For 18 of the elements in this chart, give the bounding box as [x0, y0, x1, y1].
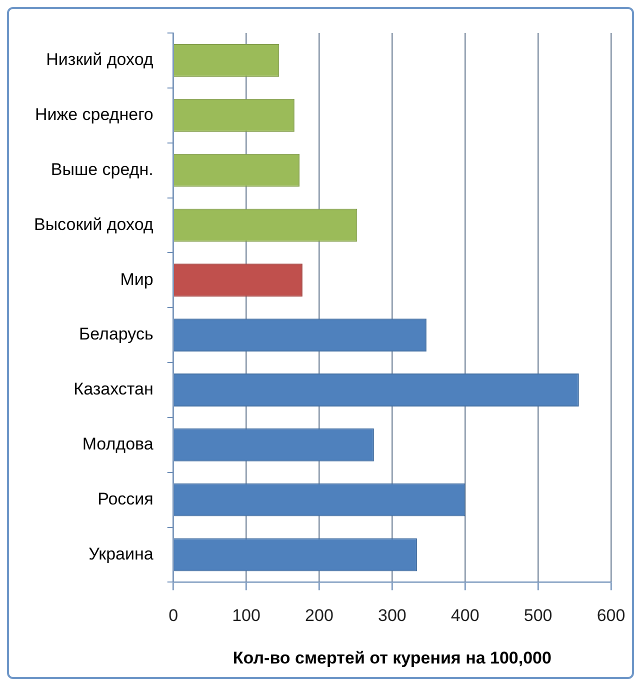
- y-tick-label: Выше средн.: [50, 160, 154, 179]
- x-tick-label: 500: [524, 606, 552, 626]
- y-tick-label: Казахстан: [74, 380, 154, 399]
- y-tick-label: Ниже среднего: [34, 105, 154, 124]
- x-tick-label: 400: [450, 606, 480, 626]
- x-tick-label: 200: [305, 606, 334, 626]
- x-tick-label: 100: [232, 606, 260, 626]
- x-tick-label: 600: [596, 606, 626, 626]
- y-tick-label: Мир: [120, 270, 154, 289]
- y-tick-label: Высокий доход: [34, 214, 154, 234]
- y-tick-label: Россия: [98, 490, 154, 509]
- y-tick-label: Молдова: [82, 434, 154, 454]
- y-tick-label: Украина: [88, 544, 154, 564]
- y-tick-label: Беларусь: [78, 324, 154, 344]
- x-tick-label: 0: [168, 606, 178, 626]
- x-axis-title: Кол-во смертей от курения на 100,000: [232, 648, 552, 668]
- x-tick-label: 300: [378, 606, 406, 626]
- y-tick-label: Низкий доход: [46, 50, 154, 70]
